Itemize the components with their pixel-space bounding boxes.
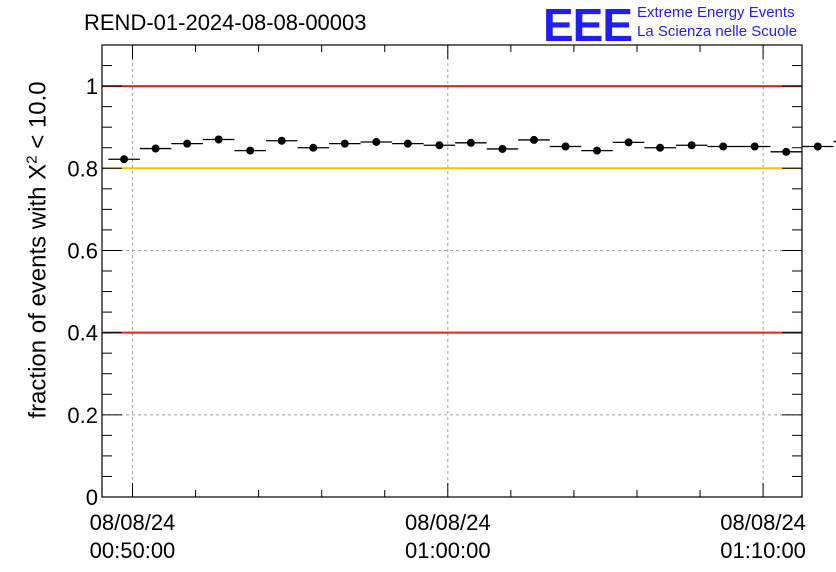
data-point [151,144,160,153]
logo-caption: Extreme Energy Events La Scienza nelle S… [637,3,797,41]
data-point [309,143,318,152]
data-points [108,135,836,164]
data-point [246,146,255,155]
x-tick-label-date: 08/08/24 [405,510,491,535]
data-point [435,141,444,150]
x-tick-label-time: 00:50:00 [90,538,176,563]
y-tick-label: 1 [86,74,98,99]
data-point [656,143,665,152]
x-tick-label-time: 01:10:00 [720,538,806,563]
data-point [782,147,791,156]
data-point [466,138,475,147]
data-point [120,155,129,164]
y-axis-label-prefix: fraction of events with [24,179,52,419]
grid [102,45,802,497]
reference-lines [102,85,802,334]
data-point [750,142,759,151]
data-point [183,139,192,148]
data-point [529,135,538,144]
data-point [687,141,696,150]
y-tick-label: 0.6 [67,238,98,263]
data-point [214,135,223,144]
x-tick-label-date: 08/08/24 [90,510,176,535]
y-axis-label-chi: Χ [24,163,52,180]
y-tick-label: 0.2 [67,403,98,428]
y-tick-label: 0.8 [67,156,98,181]
plot-frame [101,44,803,498]
data-point [719,142,728,151]
eee-logo: EEE [543,0,633,51]
x-tick-label-date: 08/08/24 [720,510,806,535]
data-point [561,142,570,151]
axis-ticks [102,45,802,498]
y-tick-label: 0.4 [67,321,98,346]
y-axis-label: fraction of events with Χ2 < 10.0 [24,81,53,418]
y-tick-label: 0 [86,485,98,510]
data-point [403,139,412,148]
chart-title: REND-01-2024-08-08-00003 [84,10,367,35]
data-point [813,142,822,151]
data-point [372,137,381,146]
data-point [624,138,633,147]
x-tick-labels: 08/08/24 00:50:00 08/08/24 01:00:00 08/08/24… [90,510,806,563]
y-axis-label-sup: 2 [23,155,41,164]
y-tick-labels: 0 0.2 0.4 0.6 0.8 1 [67,74,98,510]
x-tick-label-time: 01:00:00 [405,538,491,563]
y-axis-label-suffix: < 10.0 [24,81,52,156]
data-point [277,136,286,145]
data-point [498,144,507,153]
data-point [593,146,602,155]
data-point [340,139,349,148]
logo-caption-line2: La Scienza nelle Scuole [637,23,798,40]
logo-caption-line1: Extreme Energy Events [637,4,795,21]
